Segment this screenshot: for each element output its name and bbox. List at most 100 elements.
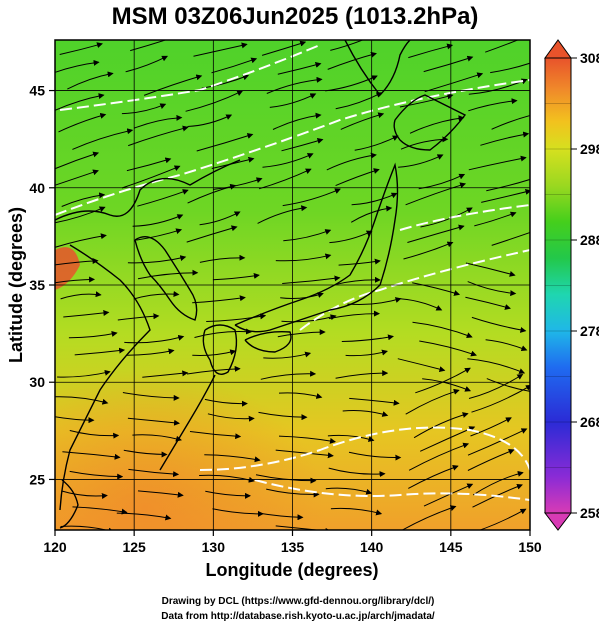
x-tick-label: 145 <box>439 539 463 555</box>
streamline <box>192 349 237 356</box>
streamline <box>187 183 237 204</box>
coastline-sakhalin-russia <box>344 40 411 97</box>
streamline <box>127 255 187 264</box>
streamline <box>467 448 515 471</box>
coastline-hokkaido <box>393 94 467 151</box>
streamline <box>277 329 326 338</box>
streamline <box>207 413 255 422</box>
streamline <box>194 328 252 338</box>
x-tick-label: 125 <box>122 539 146 555</box>
streamline <box>55 396 109 405</box>
streamline <box>55 233 107 248</box>
streamline <box>136 228 183 241</box>
streamline <box>327 434 375 442</box>
streamline <box>405 388 460 415</box>
streamline <box>199 474 255 483</box>
streamline <box>58 112 107 133</box>
plot-area <box>55 40 530 537</box>
credit-line-2: Data from http://database.rish.kyoto-u.a… <box>161 611 435 622</box>
streamline <box>468 98 518 112</box>
streamline <box>143 74 203 96</box>
streamline <box>277 62 322 75</box>
x-tick-label: 130 <box>202 539 226 555</box>
streamline <box>132 434 182 442</box>
coastline-korea <box>134 236 198 321</box>
streamline <box>126 348 175 356</box>
streamline <box>335 92 383 110</box>
coastline-shikoku <box>244 330 292 353</box>
streamline <box>481 188 530 203</box>
streamline <box>55 276 96 284</box>
streamline <box>127 417 180 426</box>
streamline <box>72 128 134 150</box>
colorbar-ticks: 308 298 288 278 268 258 <box>545 50 599 521</box>
colorbar-tick-label: 268 <box>580 414 599 430</box>
y-tick-label: 40 <box>29 180 45 196</box>
streamline <box>262 153 314 168</box>
streamline <box>260 370 317 380</box>
streamline <box>117 313 160 321</box>
streamline <box>192 295 246 304</box>
streamline <box>116 512 172 521</box>
streamline <box>412 282 461 296</box>
coastline-kyushu <box>202 324 238 375</box>
streamline <box>117 529 125 530</box>
streamline <box>205 490 251 499</box>
streamline <box>413 412 469 439</box>
streamline <box>137 269 199 280</box>
credit-line-1: Drawing by DCL (https://www.gfd-dennou.o… <box>162 596 435 607</box>
colorbar-tick-label: 278 <box>580 323 599 339</box>
colorbar-top-cap <box>544 39 572 59</box>
streamline <box>336 276 381 285</box>
streamline <box>472 470 524 496</box>
streamline <box>422 378 472 392</box>
streamline <box>491 114 530 130</box>
colorbar: 308 298 288 278 268 258 <box>543 39 599 531</box>
streamline <box>470 417 512 437</box>
streamline <box>480 131 530 146</box>
streamline <box>486 378 530 392</box>
streamline <box>354 532 403 537</box>
streamline <box>132 214 184 227</box>
streamline <box>471 316 527 333</box>
streamline <box>193 42 248 57</box>
streamline <box>340 112 385 130</box>
streamline <box>186 225 238 243</box>
streamline <box>128 468 180 478</box>
streamline <box>349 397 400 406</box>
y-axis: 25 30 35 40 45 <box>29 83 55 487</box>
streamline <box>257 512 304 521</box>
streamline <box>59 42 103 55</box>
streamline <box>137 490 184 498</box>
colorbar-tick-label: 308 <box>580 50 599 66</box>
streamline <box>281 138 324 152</box>
streamline <box>325 487 373 495</box>
isotherm-line <box>55 79 530 216</box>
streamline <box>423 55 474 73</box>
coastline-taiwan <box>59 479 79 529</box>
streamline <box>196 133 254 152</box>
streamline <box>133 291 180 300</box>
streamline <box>408 464 459 489</box>
streamline <box>280 292 324 300</box>
x-tick-label: 150 <box>518 539 542 555</box>
x-axis: 120 125 130 135 140 145 150 <box>43 530 542 555</box>
streamline <box>335 168 380 187</box>
streamline <box>465 262 516 277</box>
isotherm-line <box>254 479 530 501</box>
colorbar-tick-label: 288 <box>580 232 599 248</box>
x-tick-label: 140 <box>360 539 384 555</box>
streamline <box>491 231 530 246</box>
streamline <box>123 449 168 458</box>
coastline-china-north <box>55 159 241 221</box>
streamline <box>55 151 100 170</box>
streamline <box>185 90 244 112</box>
streamline <box>63 309 110 318</box>
streamline <box>408 442 470 471</box>
streamline <box>204 454 261 463</box>
streamline <box>275 449 334 459</box>
streamline <box>354 135 399 151</box>
streamline <box>189 431 242 440</box>
isotherm-line <box>59 44 321 111</box>
streamline <box>55 59 100 73</box>
